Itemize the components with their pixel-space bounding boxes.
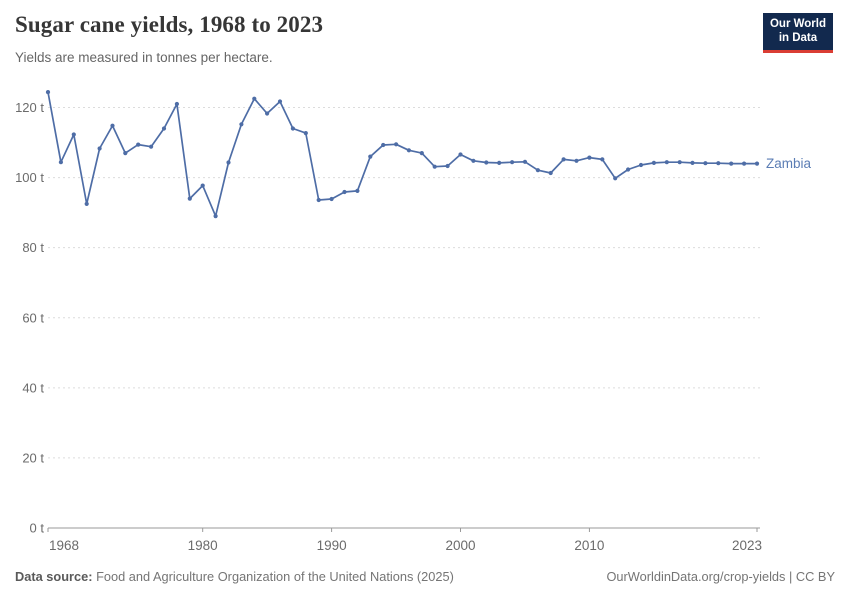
owid-logo-line1: Our World [769,18,826,30]
data-point [484,160,489,165]
data-point [149,144,154,149]
data-point [187,196,192,201]
data-point [509,160,515,165]
y-tick-label: 20 t [22,450,44,465]
data-point [677,160,682,165]
data-point [71,132,76,137]
chart-subtitle: Yields are measured in tonnes per hectar… [15,50,273,65]
data-source-label: Data source: [15,569,93,584]
data-point [174,101,179,107]
data-point [252,96,257,101]
data-point [97,146,102,151]
data-point [277,99,283,104]
data-point [316,197,321,203]
data-point [600,157,605,162]
data-point [638,162,644,168]
y-tick-label: 40 t [22,380,44,395]
data-point [613,176,618,181]
data-point [265,111,270,116]
data-point [690,160,695,165]
data-point [290,126,295,131]
data-point [574,158,579,163]
data-point [561,157,566,162]
data-point [329,196,334,202]
y-tick-label: 80 t [22,240,44,255]
data-point [200,183,205,188]
chart-canvas: 0 t 20 t 40 t 60 t 80 t 100 t 120 t 1968 1980 199… [15,90,812,553]
footer-link[interactable]: OurWorldinData.org/crop-yields | CC BY [606,569,835,584]
owid-logo-line2: in Data [778,31,818,44]
x-tick-label: 2000 [445,538,475,553]
x-tick-label: 2023 [732,538,762,553]
data-point [84,201,89,206]
data-point [664,160,669,165]
data-point [239,122,244,127]
data-point [458,152,463,157]
data-point [303,131,308,136]
data-point [703,161,708,166]
data-point [45,90,51,95]
data-point [226,160,231,165]
x-tick-label: 1968 [49,538,79,553]
data-point [342,189,347,195]
data-point [754,161,760,166]
data-point [522,159,528,164]
data-point [729,161,734,166]
data-point [651,160,657,165]
data-point [419,151,424,156]
data-point [110,123,115,128]
owid-logo[interactable]: Our World in Data [762,13,833,53]
data-point [548,170,553,176]
data-point [626,167,631,172]
data-point [432,164,437,169]
data-point [716,161,721,166]
y-tick-label: 100 t [15,170,44,185]
data-point [368,154,373,159]
y-tick-label: 60 t [22,310,44,325]
data-point [587,155,592,160]
data-point [742,161,747,166]
page-title: Sugar cane yields, 1968 to 2023 [15,12,324,37]
data-point [445,163,450,169]
data-point [355,188,360,193]
data-point [471,158,476,163]
data-point [213,214,218,219]
data-point [123,151,128,156]
data-point [394,142,399,147]
x-tick-label: 1980 [188,538,218,553]
data-source-text: Food and Agriculture Organization of the… [92,569,454,584]
y-tick-label: 0 t [30,521,45,536]
data-point [535,168,541,173]
x-tick-label: 2010 [574,538,604,553]
data-point [381,142,386,148]
y-tick-label: 120 t [15,100,44,115]
chart-footer: Data source: Food and Agriculture Organi… [15,569,835,584]
data-source: Data source: Food and Agriculture Organi… [15,569,454,584]
data-point [161,126,167,131]
data-point [58,160,64,165]
data-point [406,148,411,153]
x-tick-label: 1990 [317,538,347,553]
data-point [136,142,141,147]
data-point [497,160,502,165]
series-label-zambia[interactable]: Zambia [766,156,812,171]
data-line-zambia [47,91,758,217]
